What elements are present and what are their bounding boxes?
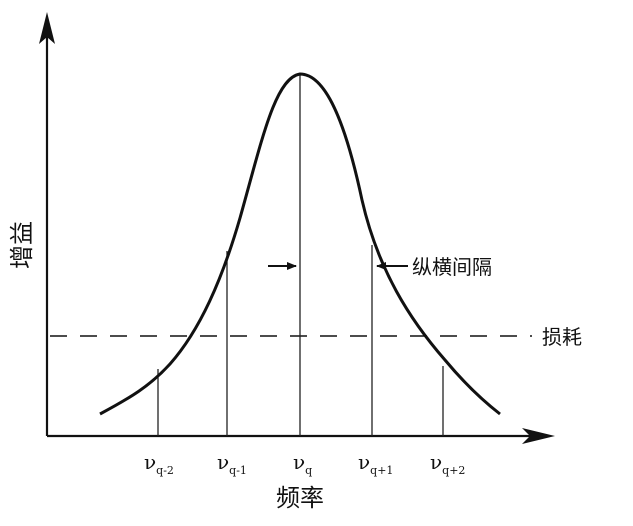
x-axis-arrowhead: [522, 428, 555, 444]
freq-label-q: νq: [293, 450, 312, 477]
freq-label-q-plus-2: νq+2: [430, 450, 465, 477]
mode-spacing-label: 纵横间隔: [412, 255, 492, 279]
x-axis-label: 频率: [276, 484, 324, 512]
gain-curve: [99, 72, 501, 416]
freq-label-q-minus-1: νq-1: [217, 450, 247, 477]
freq-label-q-minus-2: νq-2: [144, 450, 174, 477]
loss-label: 损耗: [542, 325, 582, 349]
y-axis-arrowhead: [39, 12, 55, 44]
y-axis-label: 增益: [8, 221, 36, 269]
freq-label-q-plus-1: νq+1: [358, 450, 393, 477]
